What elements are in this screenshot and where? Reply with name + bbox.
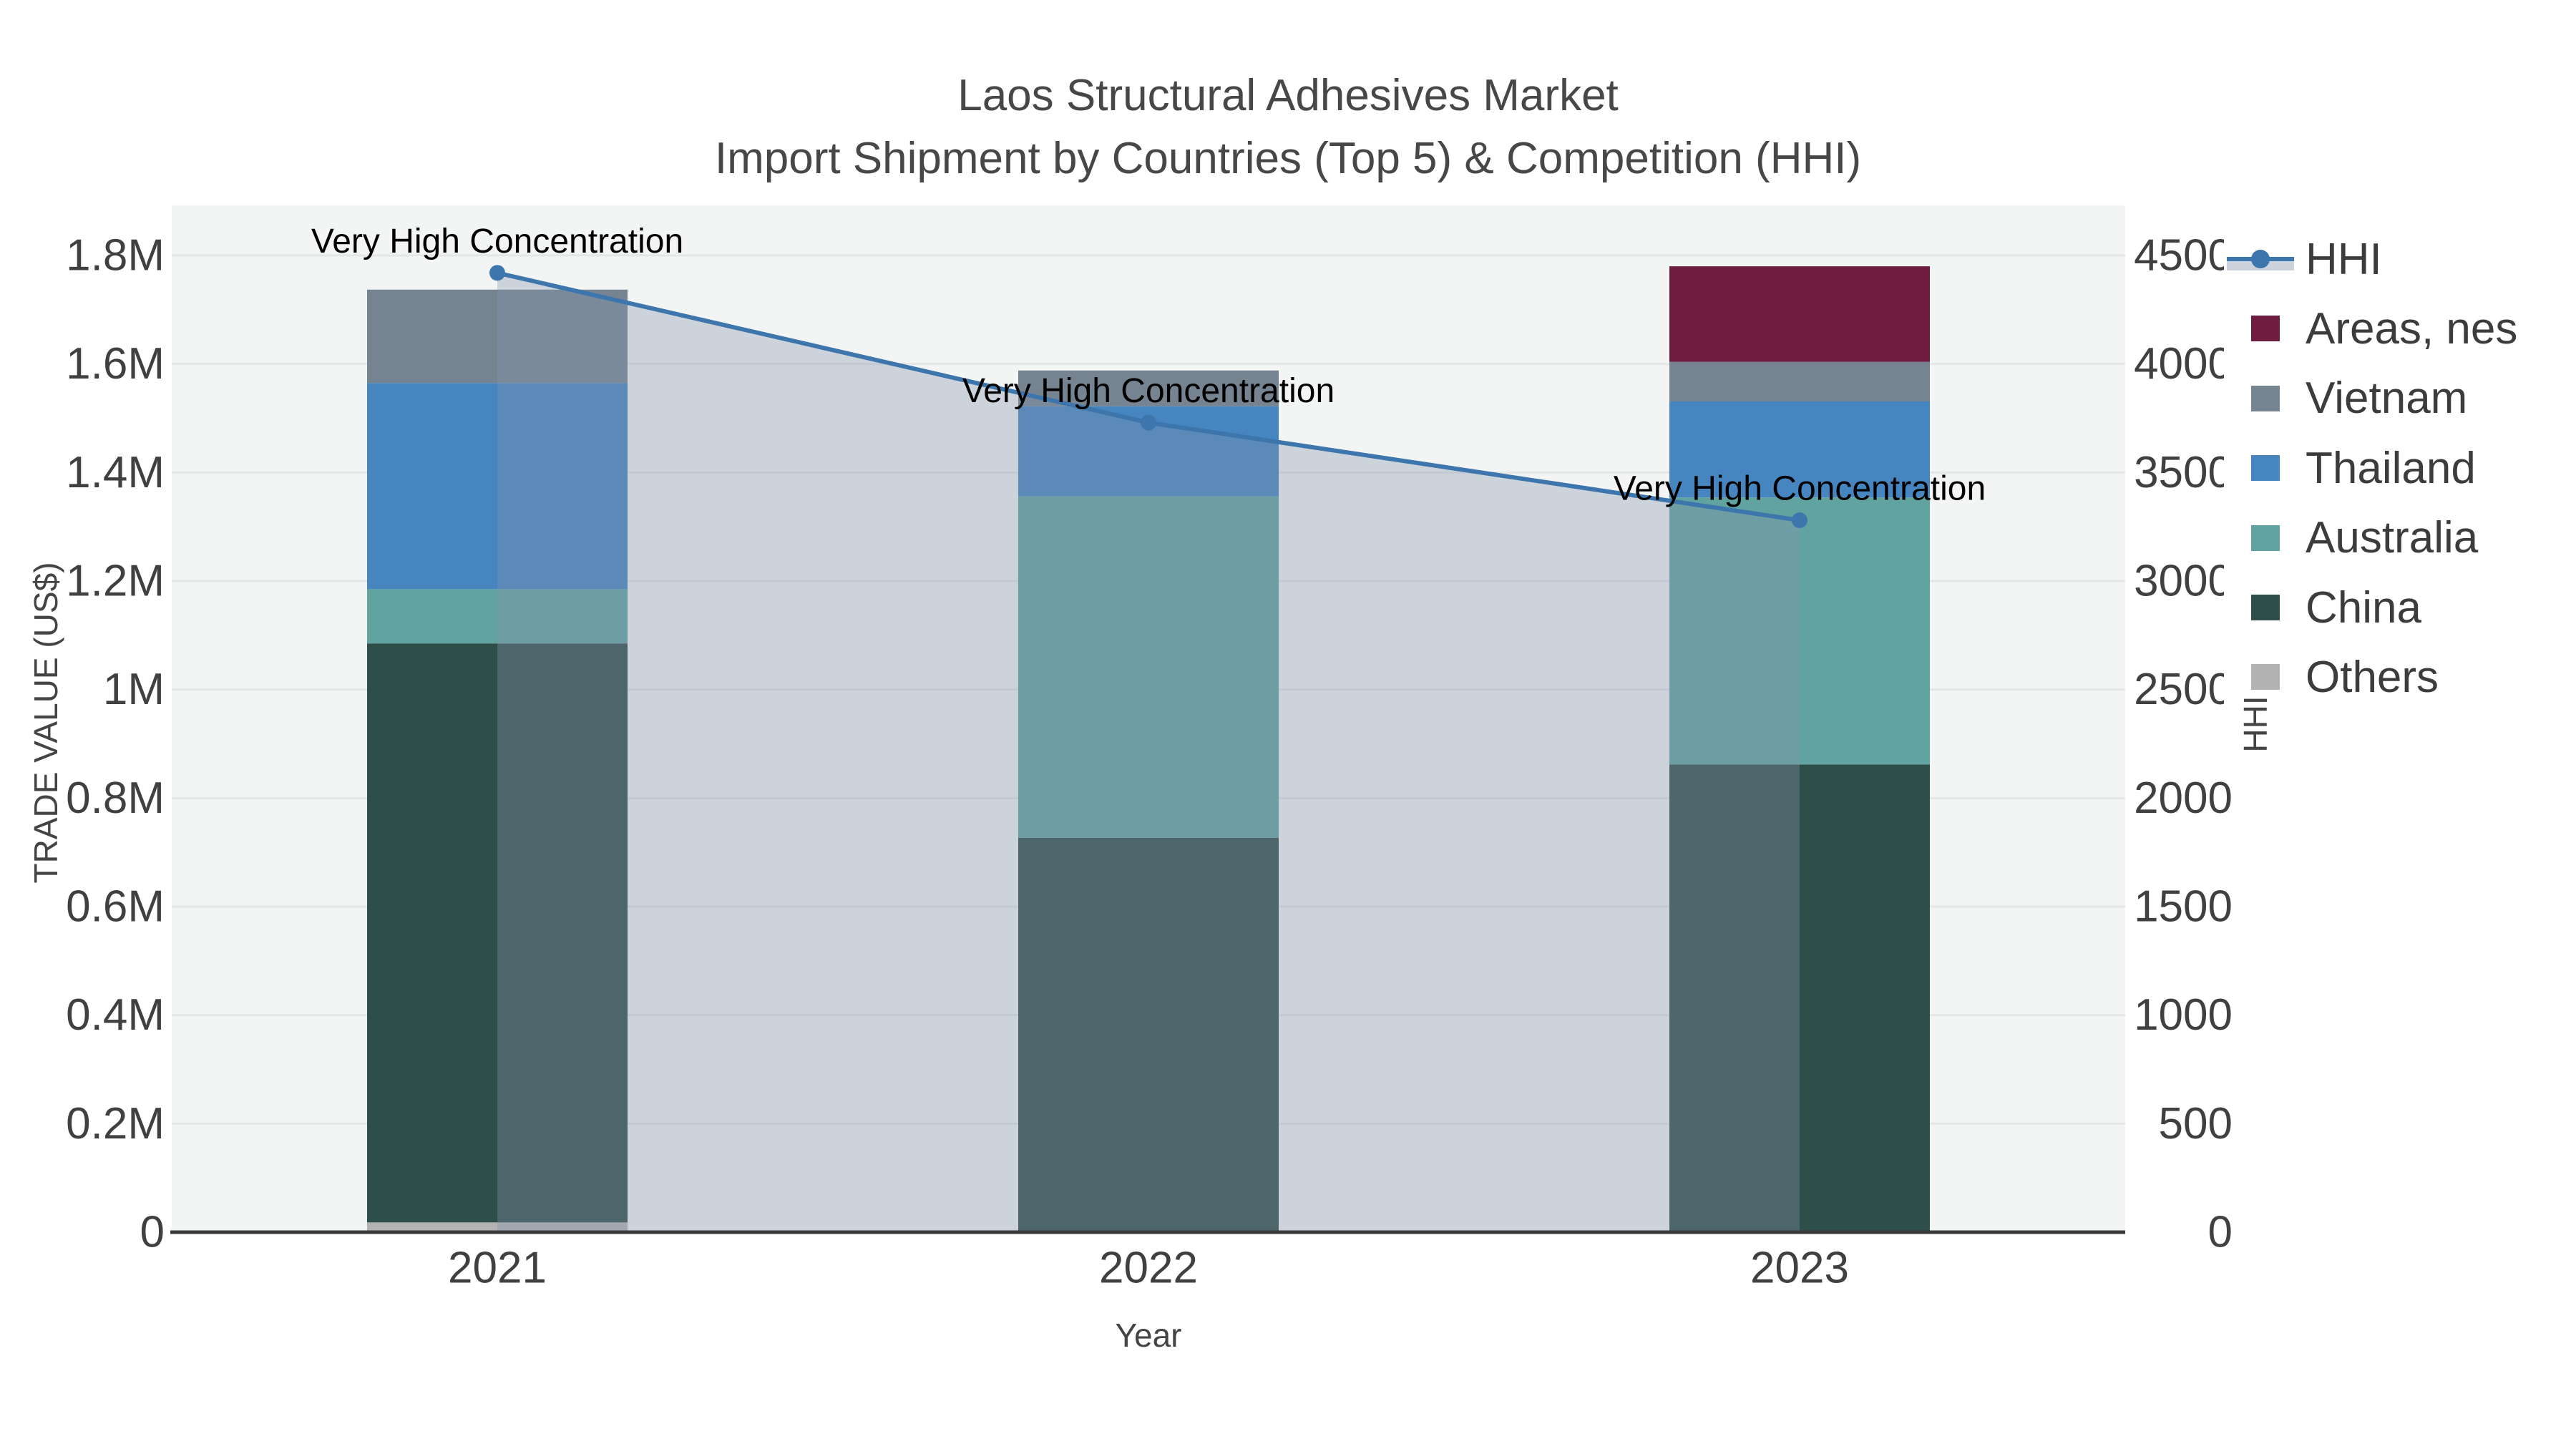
legend-swatch-others [2251, 664, 2280, 691]
y-left-tick-label: 1.2M [66, 556, 165, 605]
y-right-tick-label: 4500 [2134, 231, 2233, 280]
bar-segment-australia-2022 [1018, 496, 1279, 838]
y-left-tick-label: 0.4M [66, 990, 165, 1040]
y-left-tick-label: 0.8M [66, 774, 165, 823]
bar-segment-areas--nes-2023 [1669, 266, 1930, 362]
y-left-tick-label: 0 [140, 1208, 165, 1257]
legend-swatch-vietnam [2251, 385, 2280, 411]
legend: HHI Areas, nes Vietnam Thailand Australia Chi… [2224, 235, 2570, 716]
legend-label: HHI [2306, 234, 2382, 284]
legend-swatch-australia [2251, 525, 2280, 551]
y-right-tick-label: 4000 [2134, 339, 2233, 389]
legend-swatch-thailand [2251, 455, 2280, 482]
y-left-tick-label: 0.6M [66, 882, 165, 931]
y-left-tick-label: 1.8M [66, 230, 165, 280]
legend-item-vietnam[interactable]: Vietnam [2224, 374, 2468, 424]
bar-segment-australia-2021 [367, 589, 628, 644]
hhi-area-fill [497, 273, 1800, 1233]
bar-segment-vietnam-2021 [367, 289, 628, 384]
y-left-tick-label: 0.2M [66, 1099, 165, 1148]
bar-segment-vietnam-2023 [1669, 361, 1930, 401]
legend-swatch-areas--nes [2251, 316, 2280, 342]
y-right-tick-label: 2500 [2134, 665, 2233, 714]
y-right-tick-label: 2000 [2134, 774, 2233, 823]
annotation-2023: Very High Concentration [1614, 470, 1986, 508]
y-right-tick-label: 3000 [2134, 557, 2233, 606]
bar-segment-thailand-2023 [1669, 401, 1930, 498]
legend-item-thailand[interactable]: Thailand [2224, 444, 2476, 493]
legend-label: Australia [2306, 513, 2479, 563]
y-axis-left-title: TRADE VALUE (US$) [27, 562, 64, 884]
x-tick-label-2021: 2021 [448, 1244, 547, 1293]
y-right-tick-label: 500 [2159, 1099, 2233, 1148]
bar-segment-china-2021 [367, 643, 628, 1223]
annotation-2022: Very High Concentration [962, 372, 1335, 410]
y-left-tick-label: 1.4M [66, 448, 165, 497]
hhi-marker-2021 [489, 265, 505, 281]
bar-segment-china-2023 [1669, 764, 1930, 1232]
legend-item-others[interactable]: Others [2224, 653, 2439, 702]
y-axis-right-title: HHI [2237, 696, 2274, 753]
bar-segment-australia-2023 [1669, 497, 1930, 765]
x-tick-label-2022: 2022 [1099, 1244, 1198, 1293]
legend-item-hhi[interactable]: HHI [2224, 235, 2382, 284]
y-right-tick-label: 1500 [2134, 882, 2233, 932]
legend-hhi-line-icon [2227, 246, 2294, 272]
legend-item-australia[interactable]: Australia [2224, 513, 2478, 562]
legend-label: Thailand [2306, 443, 2476, 493]
bar-segment-china-2022 [1018, 837, 1279, 1232]
x-tick-label-2023: 2023 [1750, 1244, 1849, 1293]
legend-label: China [2306, 582, 2421, 633]
y-right-tick-label: 3500 [2134, 448, 2233, 497]
y-left-tick-label: 1M [103, 665, 165, 714]
chart-title-line1: Laos Structural Adhesives Market [957, 71, 1619, 120]
chart-title-line2: Import Shipment by Countries (Top 5) & C… [714, 134, 1862, 183]
y-left-tick-label: 1.6M [66, 339, 165, 389]
legend-swatch-china [2251, 595, 2280, 620]
legend-item-china[interactable]: China [2224, 582, 2421, 633]
legend-item-areas--nes[interactable]: Areas, nes [2224, 303, 2518, 353]
legend-label: Vietnam [2306, 374, 2468, 424]
annotation-2021: Very High Concentration [311, 223, 683, 260]
legend-label: Others [2306, 652, 2439, 702]
hhi-marker-2022 [1141, 414, 1156, 431]
x-axis-title: Year [1115, 1317, 1182, 1354]
y-right-tick-label: 1000 [2134, 990, 2233, 1040]
hhi-marker-2023 [1792, 512, 1807, 529]
bar-segment-vietnam-2022 [1018, 370, 1279, 406]
legend-label: Areas, nes [2306, 303, 2518, 353]
bar-segment-thailand-2021 [367, 383, 628, 590]
bar-segment-others-2021 [367, 1222, 628, 1232]
y-right-tick-label: 0 [2208, 1208, 2233, 1257]
